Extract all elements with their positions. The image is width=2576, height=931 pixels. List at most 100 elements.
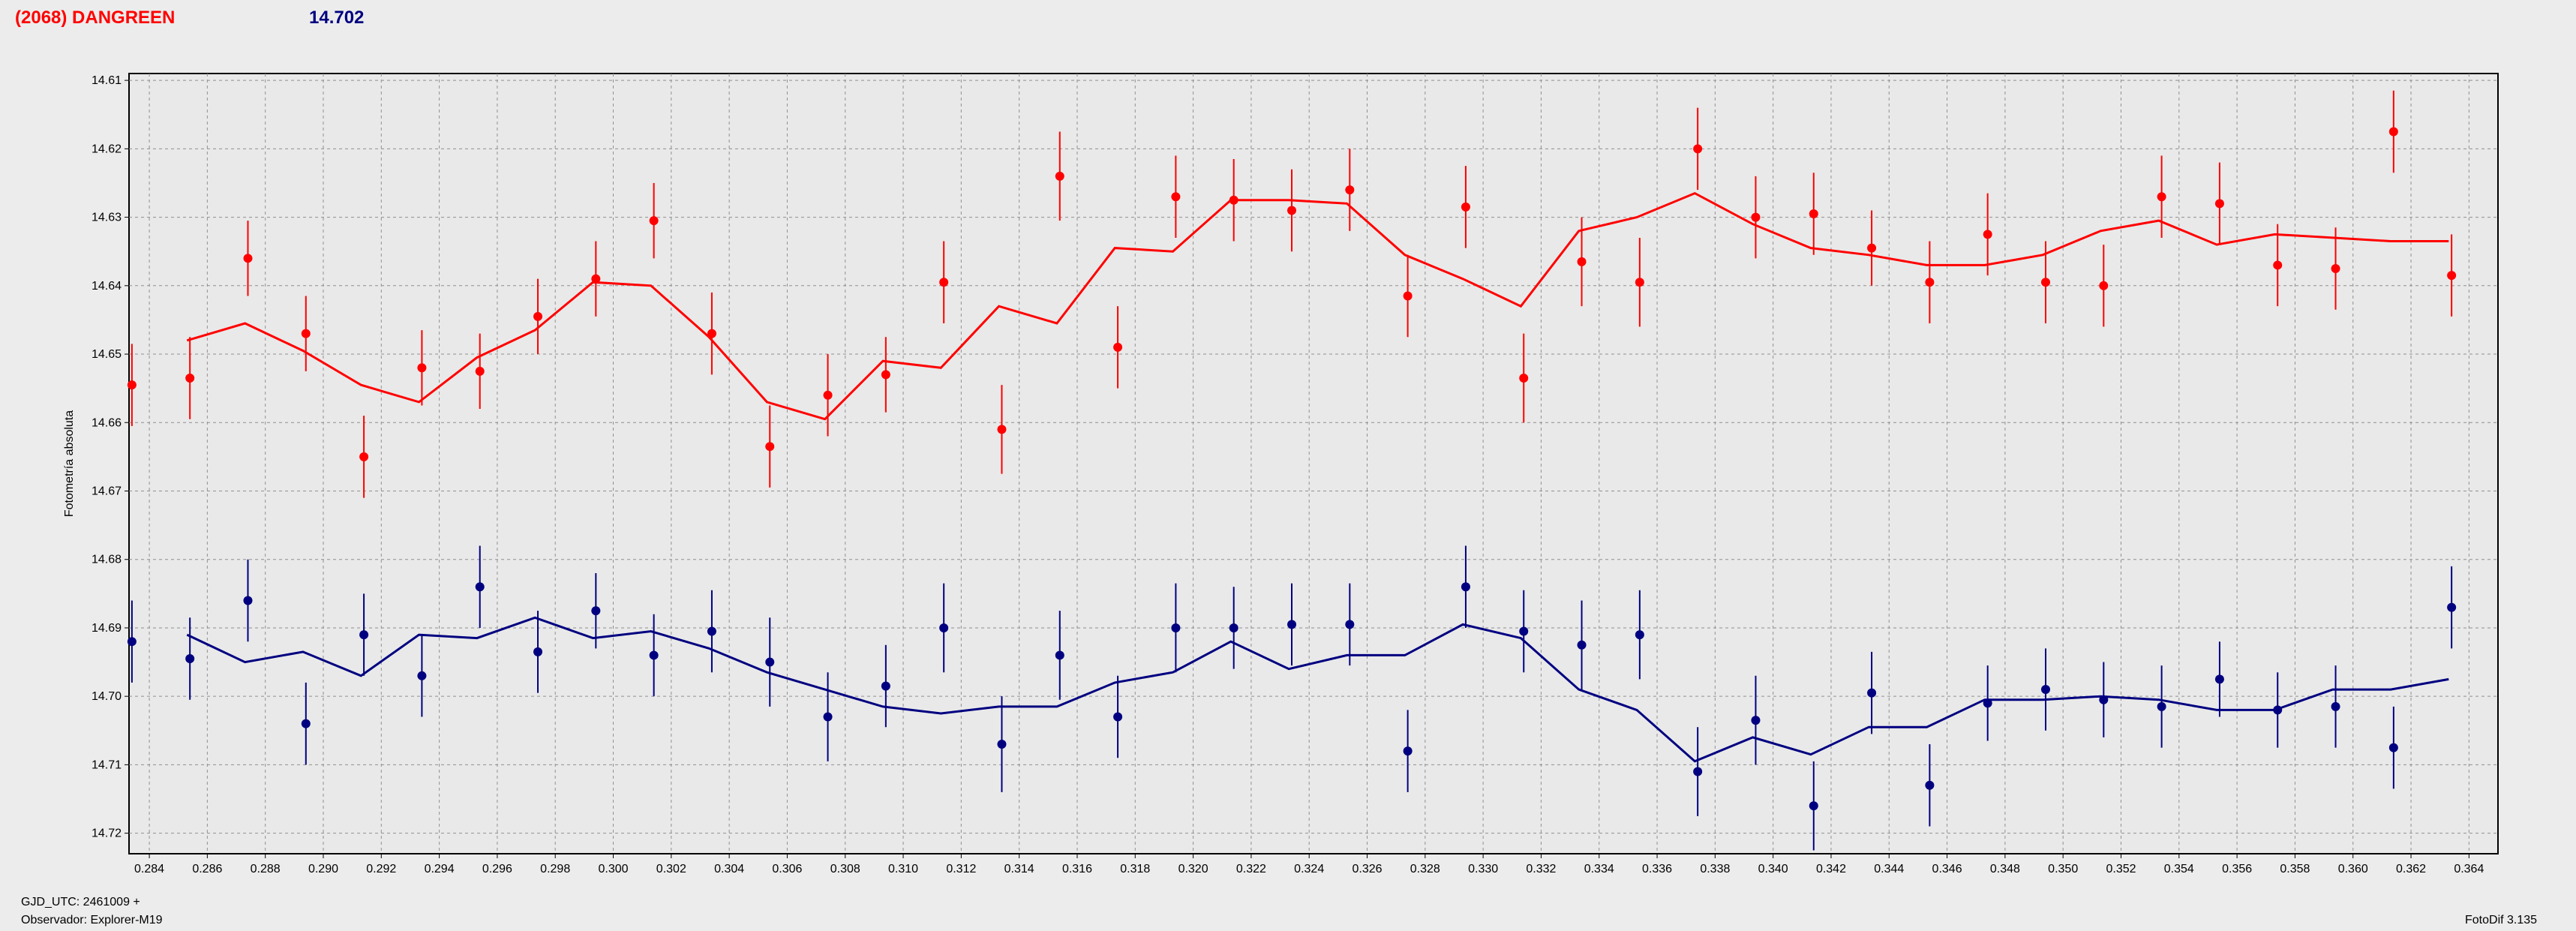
- data-point: [2331, 264, 2340, 273]
- x-tick-label: 0.330: [1468, 863, 1498, 875]
- data-point: [1403, 291, 1413, 301]
- y-tick-label: 14.72: [92, 827, 122, 840]
- x-tick-label: 0.302: [656, 863, 686, 875]
- y-tick-label: 14.68: [92, 554, 122, 566]
- data-point: [997, 740, 1007, 749]
- series-layer: [127, 90, 2457, 851]
- data-point: [591, 606, 601, 616]
- y-tick-label: 14.66: [92, 416, 122, 429]
- data-point: [475, 366, 485, 376]
- data-point: [2331, 701, 2340, 711]
- data-point: [2388, 743, 2398, 752]
- data-point: [243, 254, 253, 263]
- data-point: [1287, 620, 1297, 629]
- gjd-label: GJD_UTC: 2461009 +: [21, 896, 140, 908]
- x-tick-label: 0.354: [2164, 863, 2194, 875]
- data-point: [649, 216, 659, 226]
- data-point: [2157, 701, 2166, 711]
- data-point: [185, 373, 195, 383]
- y-tick-label: 14.70: [92, 690, 122, 703]
- data-point: [1403, 746, 1413, 756]
- data-point: [127, 637, 137, 647]
- data-point: [2273, 705, 2283, 715]
- x-tick-label: 0.340: [1758, 863, 1788, 875]
- data-point: [1055, 650, 1064, 660]
- data-point: [1229, 623, 1238, 632]
- data-point: [1519, 626, 1529, 636]
- data-point: [1171, 623, 1181, 632]
- data-point: [533, 647, 543, 656]
- data-point: [1925, 780, 1935, 790]
- data-point: [1867, 243, 1877, 253]
- x-tick-label: 0.326: [1352, 863, 1382, 875]
- y-tick-label: 14.69: [92, 622, 122, 635]
- data-point: [1461, 582, 1470, 592]
- data-point: [2273, 260, 2283, 270]
- data-point: [185, 654, 195, 663]
- data-point: [1983, 698, 1992, 708]
- x-tick-label: 0.318: [1120, 863, 1150, 875]
- x-tick-label: 0.296: [482, 863, 512, 875]
- magnitude-label: 14.702: [309, 8, 365, 28]
- x-tick-label: 0.286: [192, 863, 222, 875]
- y-tick-label: 14.65: [92, 348, 122, 361]
- data-point: [2214, 199, 2224, 209]
- data-point: [2388, 127, 2398, 137]
- data-point: [765, 442, 775, 452]
- data-point: [1113, 712, 1123, 722]
- data-point: [2157, 192, 2166, 202]
- data-point: [1809, 209, 1818, 219]
- data-point: [1925, 278, 1935, 287]
- data-point: [2214, 674, 2224, 684]
- data-point: [2099, 281, 2109, 290]
- x-tick-label: 0.348: [1990, 863, 2020, 875]
- data-point: [1809, 801, 1818, 811]
- x-tick-label: 0.306: [772, 863, 802, 875]
- data-point: [2041, 278, 2051, 287]
- data-point: [2447, 602, 2457, 612]
- data-point: [1635, 278, 1644, 287]
- x-tick-label: 0.320: [1178, 863, 1208, 875]
- data-point: [417, 671, 427, 680]
- series-red: [127, 90, 2457, 498]
- x-tick-label: 0.356: [2222, 863, 2252, 875]
- x-tick-label: 0.300: [598, 863, 628, 875]
- y-tick-label: 14.67: [92, 485, 122, 497]
- x-tick-label: 0.342: [1816, 863, 1846, 875]
- data-point: [1461, 202, 1470, 212]
- y-axis-label: Fotometría absoluta: [63, 410, 76, 517]
- data-point: [1751, 212, 1761, 222]
- data-point: [707, 626, 716, 636]
- data-point: [1229, 195, 1238, 205]
- fit-line: [186, 616, 2449, 763]
- x-tick-label: 0.336: [1642, 863, 1672, 875]
- data-point: [939, 623, 949, 632]
- x-tick-label: 0.310: [888, 863, 918, 875]
- data-point: [2099, 695, 2109, 704]
- x-tick-label: 0.344: [1874, 863, 1904, 875]
- x-tick-label: 0.316: [1062, 863, 1092, 875]
- x-tick-label: 0.362: [2396, 863, 2426, 875]
- x-tick-label: 0.292: [366, 863, 396, 875]
- data-point: [1751, 716, 1761, 725]
- x-tick-label: 0.288: [251, 863, 281, 875]
- axis-ticks: 0.284 0.286 0.288 0.290 0.292 0.294 0.296 0.298…: [92, 74, 2484, 875]
- x-tick-label: 0.304: [714, 863, 744, 875]
- x-tick-label: 0.332: [1526, 863, 1556, 875]
- data-point: [2041, 685, 2051, 695]
- data-point: [1693, 767, 1703, 776]
- y-tick-label: 14.71: [92, 758, 122, 771]
- data-point: [2447, 271, 2457, 281]
- data-point: [823, 712, 833, 722]
- data-point: [823, 390, 833, 400]
- x-tick-label: 0.294: [425, 863, 455, 875]
- data-point: [359, 630, 369, 640]
- data-point: [939, 278, 949, 287]
- object-name-label: (2068) DANGREEN: [15, 8, 176, 28]
- data-point: [1635, 630, 1644, 640]
- data-point: [359, 452, 369, 461]
- data-point: [1171, 192, 1181, 202]
- x-tick-label: 0.358: [2280, 863, 2310, 875]
- x-tick-label: 0.324: [1294, 863, 1324, 875]
- data-point: [881, 370, 890, 380]
